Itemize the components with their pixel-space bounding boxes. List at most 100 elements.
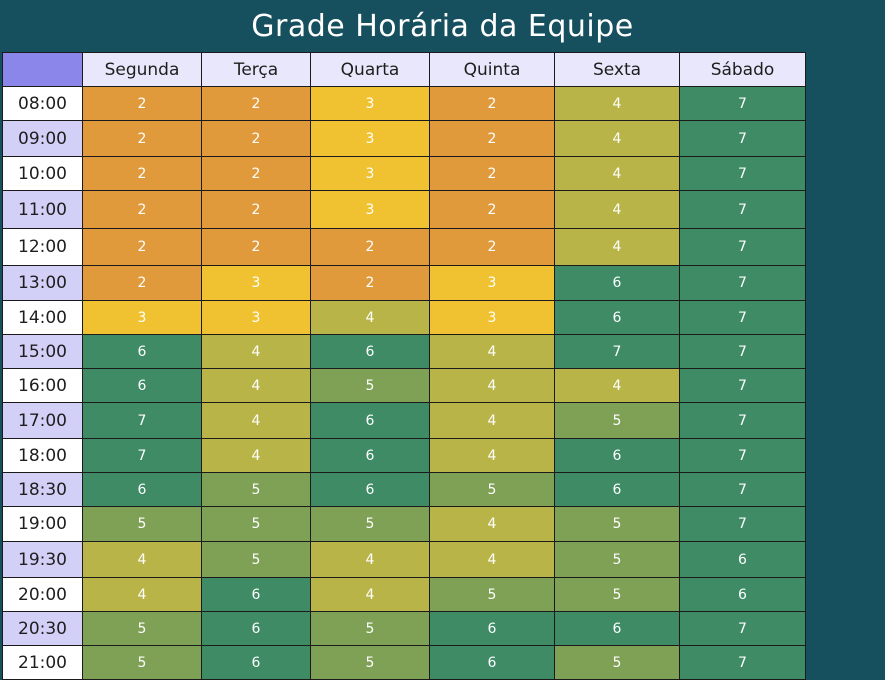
value-cell[interactable]: 4 [554,190,680,229]
value-cell[interactable]: 3 [201,300,311,335]
value-cell[interactable]: 4 [429,541,555,578]
value-cell[interactable]: 4 [201,438,311,473]
value-cell[interactable]: 6 [554,611,680,646]
value-cell[interactable]: 5 [429,577,555,612]
value-cell[interactable]: 4 [82,541,202,578]
value-cell[interactable]: 4 [310,300,430,335]
day-header-segunda[interactable]: Segunda [82,52,202,87]
day-header-quinta[interactable]: Quinta [429,52,555,87]
value-cell[interactable]: 7 [679,86,806,121]
value-cell[interactable]: 5 [201,541,311,578]
value-cell[interactable]: 7 [679,120,806,157]
value-cell[interactable]: 4 [201,334,311,369]
value-cell[interactable]: 7 [679,334,806,369]
value-cell[interactable]: 5 [554,506,680,542]
value-cell[interactable]: 3 [310,86,430,121]
value-cell[interactable]: 2 [82,265,202,301]
value-cell[interactable]: 4 [554,228,680,266]
value-cell[interactable]: 2 [429,120,555,157]
value-cell[interactable]: 6 [554,300,680,335]
value-cell[interactable]: 2 [82,156,202,191]
value-cell[interactable]: 5 [82,611,202,646]
value-cell[interactable]: 6 [554,438,680,473]
value-cell[interactable]: 2 [429,228,555,266]
value-cell[interactable]: 4 [310,541,430,578]
value-cell[interactable]: 2 [310,265,430,301]
value-cell[interactable]: 7 [679,645,806,680]
value-cell[interactable]: 7 [82,438,202,473]
value-cell[interactable]: 4 [429,506,555,542]
value-cell[interactable]: 7 [82,402,202,439]
value-cell[interactable]: 6 [310,334,430,369]
day-header-sabado[interactable]: Sábado [679,52,806,87]
value-cell[interactable]: 2 [82,228,202,266]
value-cell[interactable]: 4 [82,577,202,612]
value-cell[interactable]: 3 [310,190,430,229]
value-cell[interactable]: 6 [310,402,430,439]
value-cell[interactable]: 4 [201,368,311,403]
value-cell[interactable]: 6 [554,472,680,507]
value-cell[interactable]: 7 [679,402,806,439]
value-cell[interactable]: 6 [310,472,430,507]
value-cell[interactable]: 4 [429,438,555,473]
value-cell[interactable]: 7 [679,190,806,229]
value-cell[interactable]: 2 [201,86,311,121]
value-cell[interactable]: 7 [679,506,806,542]
value-cell[interactable]: 4 [310,577,430,612]
value-cell[interactable]: 7 [679,472,806,507]
value-cell[interactable]: 6 [679,541,806,578]
value-cell[interactable]: 7 [679,368,806,403]
value-cell[interactable]: 7 [679,228,806,266]
value-cell[interactable]: 5 [429,472,555,507]
value-cell[interactable]: 2 [201,120,311,157]
value-cell[interactable]: 2 [429,86,555,121]
value-cell[interactable]: 4 [554,156,680,191]
value-cell[interactable]: 4 [554,368,680,403]
value-cell[interactable]: 2 [82,190,202,229]
value-cell[interactable]: 6 [310,438,430,473]
value-cell[interactable]: 4 [201,402,311,439]
value-cell[interactable]: 6 [82,368,202,403]
value-cell[interactable]: 2 [310,228,430,266]
value-cell[interactable]: 5 [310,611,430,646]
value-cell[interactable]: 7 [679,265,806,301]
value-cell[interactable]: 5 [310,645,430,680]
value-cell[interactable]: 2 [82,120,202,157]
value-cell[interactable]: 5 [82,645,202,680]
value-cell[interactable]: 5 [310,506,430,542]
value-cell[interactable]: 5 [201,472,311,507]
value-cell[interactable]: 2 [201,228,311,266]
value-cell[interactable]: 6 [554,265,680,301]
value-cell[interactable]: 7 [679,611,806,646]
value-cell[interactable]: 7 [679,300,806,335]
value-cell[interactable]: 7 [554,334,680,369]
value-cell[interactable]: 5 [554,402,680,439]
value-cell[interactable]: 6 [429,611,555,646]
value-cell[interactable]: 2 [429,156,555,191]
value-cell[interactable]: 4 [429,368,555,403]
value-cell[interactable]: 6 [82,334,202,369]
value-cell[interactable]: 2 [82,86,202,121]
value-cell[interactable]: 5 [554,541,680,578]
value-cell[interactable]: 6 [429,645,555,680]
value-cell[interactable]: 3 [429,300,555,335]
value-cell[interactable]: 2 [201,156,311,191]
value-cell[interactable]: 3 [201,265,311,301]
day-header-quarta[interactable]: Quarta [310,52,430,87]
value-cell[interactable]: 5 [554,577,680,612]
value-cell[interactable]: 7 [679,156,806,191]
day-header-sexta[interactable]: Sexta [554,52,680,87]
value-cell[interactable]: 4 [429,334,555,369]
value-cell[interactable]: 6 [201,645,311,680]
value-cell[interactable]: 4 [554,86,680,121]
value-cell[interactable]: 4 [554,120,680,157]
value-cell[interactable]: 6 [82,472,202,507]
value-cell[interactable]: 3 [310,156,430,191]
value-cell[interactable]: 2 [429,190,555,229]
value-cell[interactable]: 5 [310,368,430,403]
value-cell[interactable]: 3 [310,120,430,157]
day-header-terca[interactable]: Terça [201,52,311,87]
value-cell[interactable]: 5 [201,506,311,542]
value-cell[interactable]: 5 [82,506,202,542]
value-cell[interactable]: 7 [679,438,806,473]
